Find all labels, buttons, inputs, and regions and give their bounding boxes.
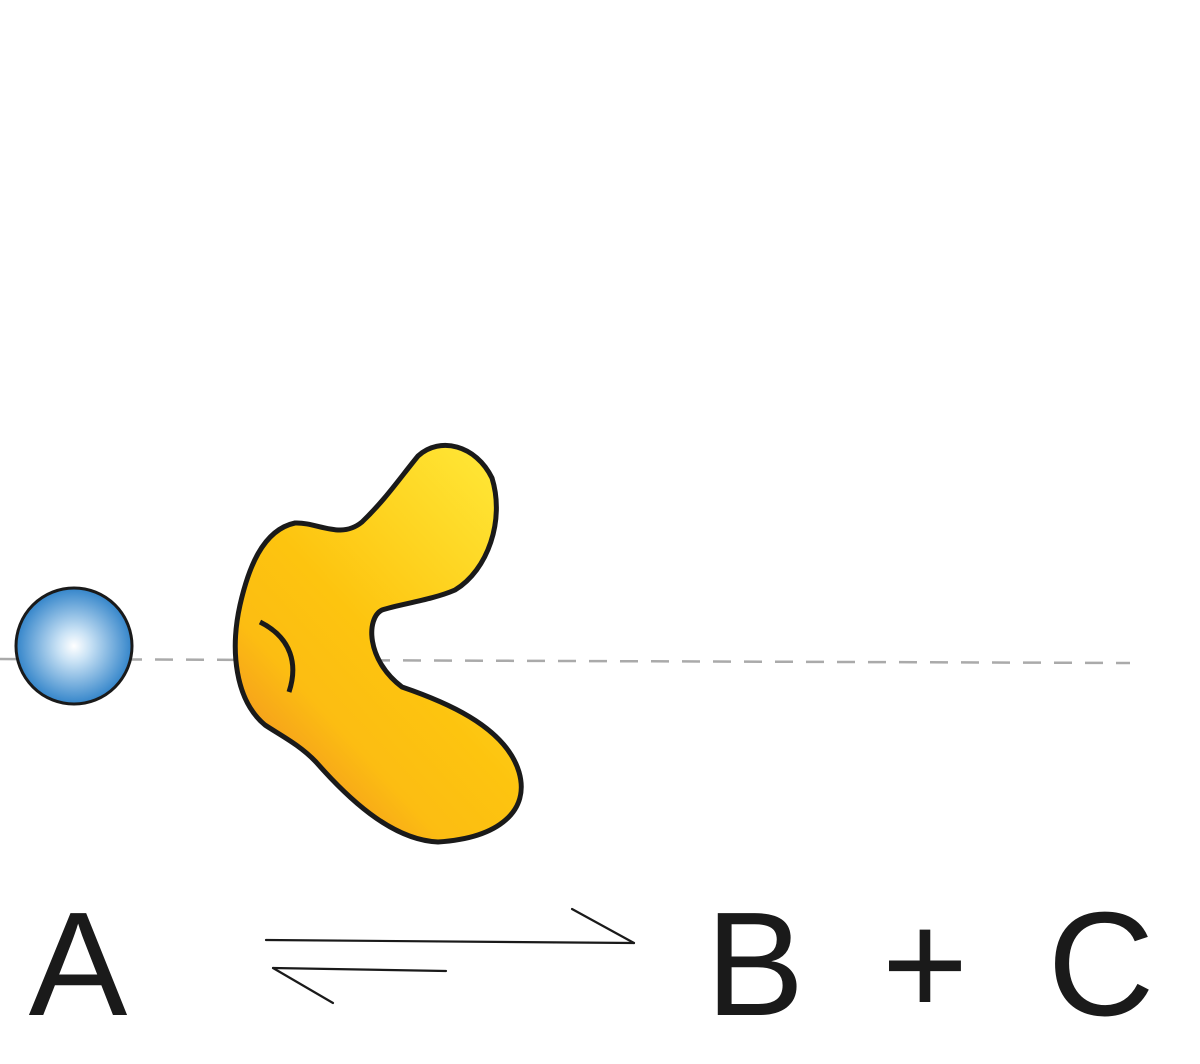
reactant-label: A bbox=[29, 882, 128, 1047]
equilibrium-arrows-icon bbox=[264, 907, 636, 1005]
active-site-arc bbox=[258, 619, 296, 693]
enzyme-blob-icon bbox=[232, 442, 524, 845]
product-c-label: C bbox=[1048, 882, 1155, 1047]
plus-operator: + bbox=[882, 882, 968, 1047]
product-b-label: B bbox=[706, 882, 805, 1047]
dashed-guide-line bbox=[0, 657, 1131, 665]
substrate-sphere-icon bbox=[14, 586, 134, 706]
